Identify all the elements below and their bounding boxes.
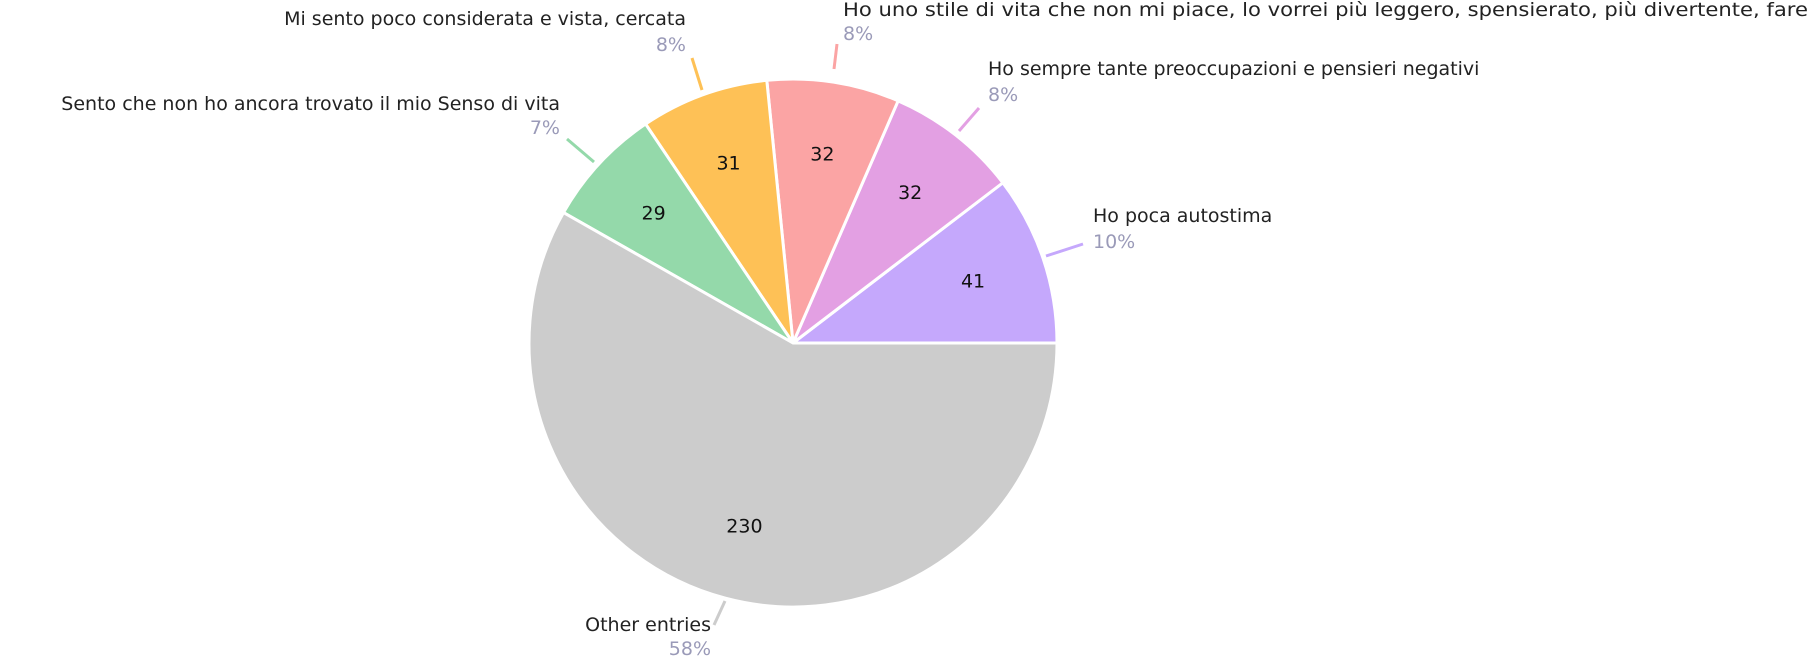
slice-category-label: Mi sento poco considerata e vista, cerca… bbox=[284, 8, 686, 30]
slice-value-label: 29 bbox=[642, 202, 666, 224]
slice-percent-label: 10% bbox=[1093, 231, 1135, 253]
slice-category-label: Ho poca autostima bbox=[1093, 205, 1272, 227]
slice-value-label: 41 bbox=[961, 271, 985, 293]
slice-category-label: Sento che non ho ancora trovato il mio S… bbox=[61, 93, 560, 115]
pie-slice bbox=[561, 121, 795, 345]
slice-value-label: 31 bbox=[716, 153, 740, 175]
leader-line bbox=[690, 57, 704, 91]
slice-value-label: 230 bbox=[726, 515, 762, 537]
pie-slice bbox=[789, 98, 1005, 348]
slice-category-label: Ho sempre tante preoccupazioni e pensier… bbox=[988, 58, 1479, 80]
leader-line bbox=[1045, 242, 1084, 258]
slice-percent-label: 8% bbox=[988, 84, 1018, 106]
slice-value-label: 32 bbox=[810, 144, 834, 166]
slice-value-label: 32 bbox=[898, 182, 922, 204]
pie-slice bbox=[527, 210, 1059, 609]
leader-line bbox=[712, 600, 727, 626]
pie-slice bbox=[765, 77, 901, 349]
leader-line bbox=[566, 137, 595, 164]
leader-line bbox=[832, 43, 839, 70]
slice-percent-label: 7% bbox=[530, 117, 560, 139]
slice-percent-label: 8% bbox=[656, 34, 686, 56]
slice-category-label: Ho uno stile di vita che non mi piace, l… bbox=[843, 0, 1808, 21]
pie-slice bbox=[643, 78, 795, 344]
slice-percent-label: 58% bbox=[669, 638, 711, 660]
slice-percent-label: 8% bbox=[843, 23, 873, 45]
pie-slice bbox=[788, 180, 1059, 345]
slice-category-label: Other entries bbox=[585, 614, 711, 636]
leader-line bbox=[957, 107, 981, 132]
